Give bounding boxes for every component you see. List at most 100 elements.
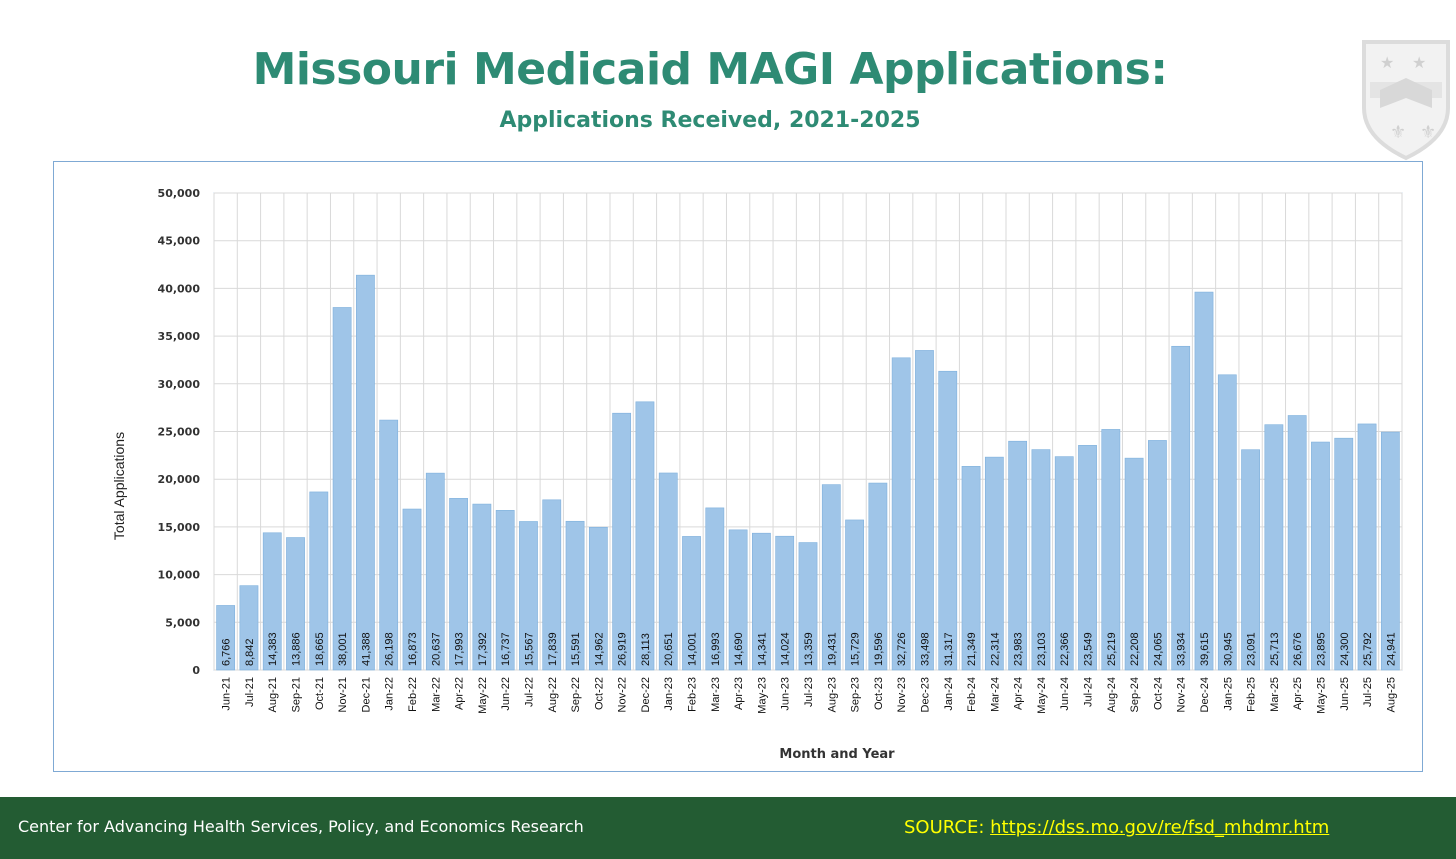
bar-data-label: 26,919 <box>617 632 629 666</box>
bar-data-label: 13,359 <box>803 632 815 666</box>
x-tick-label: Jan-24 <box>943 677 955 711</box>
x-tick-label: Aug-23 <box>826 677 838 712</box>
bar-data-label: 25,219 <box>1106 632 1118 666</box>
x-tick-label: May-25 <box>1315 677 1327 714</box>
bar <box>379 419 399 671</box>
x-tick-label: Mar-25 <box>1269 677 1281 712</box>
x-tick-label: Apr-22 <box>454 677 466 710</box>
bar-data-label: 16,993 <box>710 632 722 666</box>
svg-text:⚜: ⚜ <box>1420 122 1436 143</box>
bar <box>472 503 492 671</box>
bar-data-label: 23,549 <box>1083 632 1095 666</box>
bar-data-label: 24,941 <box>1385 632 1397 666</box>
bar-data-label: 14,383 <box>267 632 279 666</box>
bar <box>356 274 375 671</box>
bar <box>612 412 632 671</box>
bar <box>262 532 282 671</box>
x-tick-label: Oct-22 <box>593 677 605 710</box>
bar <box>845 519 864 671</box>
bar <box>1334 437 1354 671</box>
x-tick-label: Oct-23 <box>873 677 885 710</box>
bar-data-label: 24,300 <box>1339 632 1351 666</box>
bar-data-label: 30,945 <box>1222 632 1234 666</box>
bar-data-label: 38,001 <box>337 632 349 666</box>
bar-data-label: 17,839 <box>547 632 559 666</box>
x-tick-label: Aug-22 <box>547 677 559 712</box>
x-tick-label: Dec-23 <box>919 677 931 712</box>
x-tick-label: Nov-23 <box>896 677 908 712</box>
svg-text:★: ★ <box>1380 53 1394 72</box>
bar-data-label: 26,198 <box>384 632 396 666</box>
bar-data-label: 15,729 <box>850 632 862 666</box>
x-tick-label: Jul-24 <box>1083 677 1095 707</box>
bar-data-label: 19,431 <box>826 632 838 666</box>
x-tick-label: Jul-23 <box>803 677 815 707</box>
x-tick-label: Jan-25 <box>1222 677 1234 711</box>
x-tick-label: Dec-24 <box>1199 677 1211 712</box>
x-tick-label: Feb-22 <box>407 677 419 712</box>
y-tick-label: 10,000 <box>158 569 201 582</box>
bar-data-label: 18,665 <box>314 632 326 666</box>
bar-data-label: 17,993 <box>454 632 466 666</box>
bar-data-label: 33,934 <box>1176 632 1188 666</box>
bar-chart: 6,766 8,842 14,383 13,886 18,665 38,001 41,388… <box>111 187 1403 762</box>
bar-data-label: 25,792 <box>1362 632 1374 666</box>
bar-data-label: 33,498 <box>919 632 931 666</box>
bar-data-label: 23,983 <box>1013 632 1025 666</box>
bar <box>658 472 678 671</box>
bar <box>332 307 352 671</box>
bar-data-label: 22,208 <box>1129 632 1141 666</box>
x-tick-label: Feb-23 <box>687 677 699 712</box>
bar <box>961 466 981 671</box>
x-tick-label: Sep-21 <box>291 677 303 712</box>
bar-data-label: 23,895 <box>1315 632 1327 666</box>
source-label: SOURCE: <box>904 817 991 838</box>
x-tick-label: Sep-24 <box>1129 677 1141 712</box>
bar-data-label: 17,392 <box>477 632 489 666</box>
bar <box>868 482 888 671</box>
source-link[interactable]: https://dss.mo.gov/re/fsd_mhdmr.htm <box>990 817 1330 838</box>
bar <box>1031 449 1051 671</box>
bar-data-label: 19,596 <box>873 632 885 666</box>
y-tick-label: 20,000 <box>158 473 201 486</box>
x-tick-label: Jul-22 <box>523 677 535 707</box>
bar-data-label: 16,873 <box>407 632 419 666</box>
page-title: Missouri Medicaid MAGI Applications: <box>252 44 1168 95</box>
bar <box>1078 445 1097 671</box>
footer-organization: Center for Advancing Health Services, Po… <box>18 817 584 836</box>
x-tick-label: Feb-25 <box>1246 677 1258 712</box>
y-tick-label: 50,000 <box>158 187 201 200</box>
bar-data-label: 20,651 <box>663 632 675 666</box>
x-tick-label: Feb-24 <box>966 677 978 712</box>
bar <box>565 520 585 671</box>
x-tick-label: Apr-25 <box>1292 677 1304 710</box>
bar-data-label: 21,349 <box>966 632 978 666</box>
bar <box>449 498 468 671</box>
bar <box>938 370 958 671</box>
y-tick-label: 35,000 <box>158 330 201 343</box>
page-subtitle: Applications Received, 2021-2025 <box>499 108 921 133</box>
bar <box>705 507 725 671</box>
bar <box>1124 457 1144 671</box>
x-tick-label: May-24 <box>1036 677 1048 714</box>
bar-data-label: 20,637 <box>430 632 442 666</box>
x-tick-label: Jul-25 <box>1362 677 1374 707</box>
bar-data-label: 6,766 <box>221 638 233 666</box>
bar-data-label: 24,065 <box>1152 632 1164 666</box>
bar <box>1264 424 1284 671</box>
x-tick-label: Sep-23 <box>850 677 862 712</box>
bar <box>239 585 259 671</box>
bar-data-label: 25,713 <box>1269 632 1281 666</box>
y-tick-label: 0 <box>192 664 200 677</box>
y-tick-label: 40,000 <box>158 282 201 295</box>
y-tick-label: 5,000 <box>165 616 200 629</box>
bar <box>402 508 422 671</box>
x-tick-label: Apr-23 <box>733 677 745 710</box>
x-tick-label: Apr-24 <box>1013 677 1025 710</box>
bar-data-label: 41,388 <box>360 632 372 666</box>
y-tick-label: 30,000 <box>158 378 201 391</box>
bar <box>635 401 655 671</box>
university-shield-icon: ★ ★ ⚜ ⚜ <box>1362 40 1450 161</box>
x-tick-label: Nov-21 <box>337 677 349 712</box>
bar-data-label: 14,690 <box>733 632 745 666</box>
